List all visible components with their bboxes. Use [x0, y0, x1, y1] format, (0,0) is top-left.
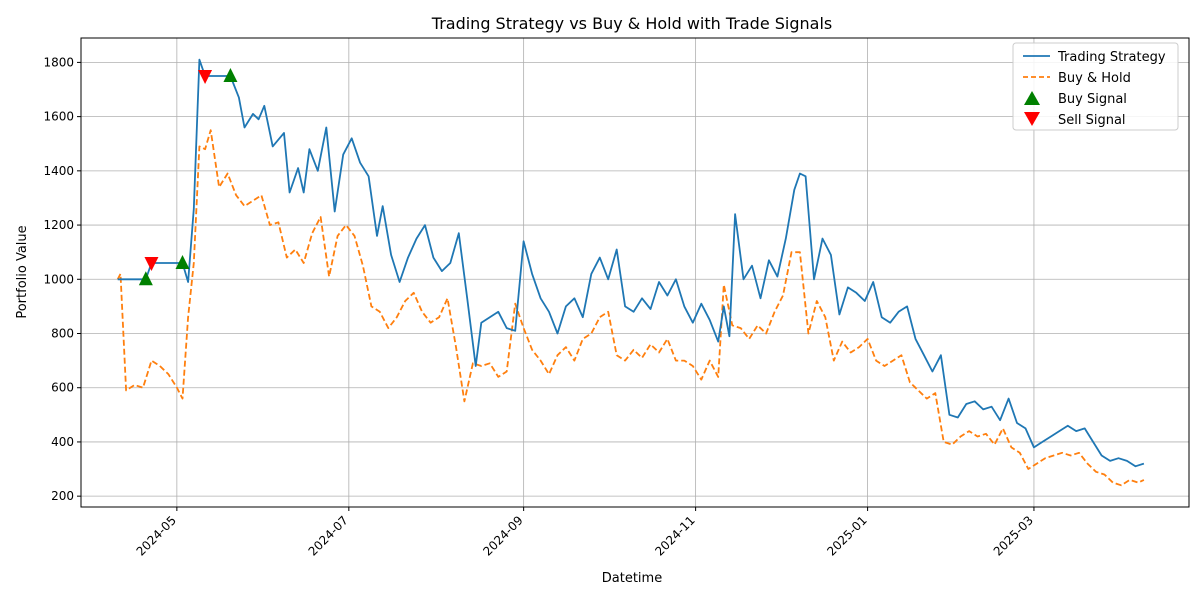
buy-signal-marker [223, 67, 238, 82]
buy-signal-marker [138, 271, 153, 286]
legend-sell-label: Sell Signal [1058, 113, 1126, 128]
x-tick-label: 2024-09 [480, 513, 525, 558]
sell-signal-marker [198, 69, 213, 84]
x-tick-label: 2024-11 [652, 513, 697, 558]
plot-frame [80, 37, 1190, 508]
series-line-trading-strategy [117, 58, 1145, 468]
y-tick-label: 1000 [43, 272, 74, 286]
y-tick-label: 800 [51, 326, 74, 340]
y-tick-label: 200 [51, 489, 74, 503]
y-tick-label: 1600 [43, 110, 74, 124]
legend-box [1012, 42, 1179, 131]
legend-strategy-label: Trading Strategy [1057, 50, 1166, 65]
series-line-buy-and-hold [116, 129, 1145, 487]
buy-signal-marker [175, 255, 190, 270]
chart-title: Trading Strategy vs Buy & Hold with Trad… [431, 14, 832, 33]
y-tick-label: 1200 [43, 218, 74, 232]
sell-signal-marker [144, 257, 159, 272]
y-axis-title: Portfolio Value [15, 225, 30, 318]
y-tick-label: 600 [51, 381, 74, 395]
legend: Trading Strategy Buy & Hold Buy Signal S… [1012, 42, 1179, 131]
legend-sell-signal-icon [1024, 112, 1040, 126]
y-tick-label: 1800 [43, 55, 74, 69]
x-tick-label: 2024-07 [306, 513, 351, 558]
series-layer [116, 58, 1145, 487]
signal-markers [138, 67, 238, 286]
x-tick-label: 2025-03 [991, 513, 1036, 558]
y-tick-label: 400 [51, 435, 74, 449]
x-axis-title: Datetime [602, 571, 662, 586]
legend-buy-signal-icon [1024, 91, 1040, 105]
x-tick-label: 2024-05 [134, 513, 179, 558]
legend-buyhold-label: Buy & Hold [1058, 71, 1131, 86]
y-axis-ticks: 200 400 600 800 1000 1200 1400 1600 1800 [43, 55, 81, 503]
y-tick-label: 1400 [43, 164, 74, 178]
x-tick-label: 2025-01 [824, 513, 869, 558]
legend-buy-label: Buy Signal [1058, 92, 1127, 107]
x-axis-ticks: 2024-05 2024-07 2024-09 2024-11 2025-01 2025-… [134, 507, 1036, 559]
